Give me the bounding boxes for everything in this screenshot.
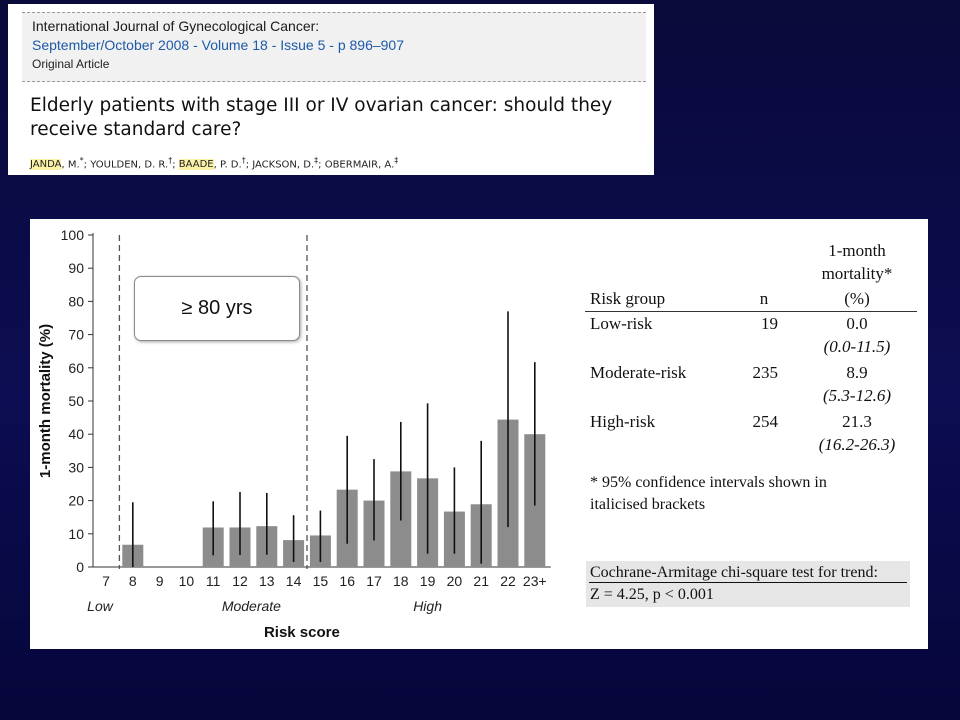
- x-tick-label: 21: [473, 573, 489, 589]
- row-moderate-ci: (5.3-12.6): [823, 386, 891, 405]
- x-tick-label: 12: [232, 573, 248, 589]
- trend-test-underline: [589, 582, 907, 583]
- x-tick-label: 15: [313, 573, 329, 589]
- row-high-group: High-risk: [590, 412, 656, 431]
- x-tick-label: 13: [259, 573, 275, 589]
- x-tick-label: 8: [129, 573, 137, 589]
- table-header-n: n: [759, 289, 769, 308]
- table-header-mortality-line1: 1-month: [828, 241, 886, 260]
- x-tick-label: 20: [447, 573, 463, 589]
- author-text: , P. D.: [213, 159, 242, 171]
- y-tick-label: 10: [68, 526, 84, 542]
- y-tick-label: 40: [68, 426, 84, 442]
- journal-info-box: International Journal of Gynecological C…: [22, 12, 646, 82]
- row-high-value: 21.3: [842, 412, 872, 431]
- article-title: Elderly patients with stage III or IV ov…: [30, 95, 613, 140]
- author-text: †: [168, 156, 173, 165]
- y-tick-label: 90: [68, 260, 84, 276]
- table-header-group: Risk group: [590, 289, 666, 308]
- age-callout: ≥ 80 yrs: [134, 276, 300, 341]
- x-tick-label: 23+: [523, 573, 547, 589]
- author-text: ;: [172, 159, 179, 171]
- table-header-mortality-line3: (%): [844, 289, 870, 308]
- row-low-ci: (0.0-11.5): [823, 337, 891, 356]
- group-label: High: [413, 598, 442, 614]
- trend-test-box: [586, 561, 910, 607]
- table-header-rule: [585, 311, 917, 312]
- article-header-panel: International Journal of Gynecological C…: [8, 4, 654, 175]
- x-tick-label: 11: [206, 573, 221, 589]
- footnote-line2: italicised brackets: [590, 496, 706, 513]
- footnote-line1: * 95% confidence intervals shown in: [590, 474, 827, 491]
- author-text: *: [79, 156, 84, 165]
- x-tick-label: 14: [286, 573, 302, 589]
- article-type: Original Article: [32, 57, 110, 71]
- trend-test-line1: Cochrane-Armitage chi-square test for tr…: [590, 564, 878, 581]
- x-tick-label: 17: [366, 573, 382, 589]
- table-header-mortality-line2: mortality*: [821, 264, 893, 283]
- author-text: ‡: [394, 156, 399, 165]
- x-axis-title: Risk score: [264, 624, 340, 641]
- y-tick-label: 100: [61, 227, 85, 243]
- author-text: ; OBERMAIR, A.: [318, 159, 395, 171]
- x-tick-label: 10: [179, 573, 195, 589]
- author-highlight: JANDA: [30, 159, 62, 171]
- x-tick-label: 19: [420, 573, 436, 589]
- group-label: Moderate: [222, 598, 281, 614]
- author-text: , M.: [61, 159, 80, 171]
- row-moderate-n: 235: [752, 363, 779, 382]
- author-text: ; JACKSON, D.: [245, 159, 315, 171]
- author-text: ‡: [314, 156, 319, 165]
- author-list: JANDA, M.*; YOULDEN, D. R.†; BAADE, P. D…: [30, 156, 399, 171]
- author-text: ; YOULDEN, D. R.: [83, 159, 169, 171]
- x-tick-label: 7: [102, 573, 110, 589]
- row-low-n: 19: [761, 314, 778, 333]
- author-highlight: BAADE: [178, 159, 214, 171]
- y-tick-label: 30: [68, 459, 84, 475]
- y-tick-label: 20: [68, 493, 84, 509]
- row-moderate-value: 8.9: [846, 363, 868, 382]
- mortality-chart: 0 10 20 30 40 50 60 70 80 90 100 7 8 9 10 11 12 13 14 15 16 1…: [37, 227, 551, 641]
- x-tick-label: 18: [393, 573, 409, 589]
- chart-panel: 0 10 20 30 40 50 60 70 80 90 100 7 8 9 10 11 12 13 14 15 16 1…: [30, 219, 928, 649]
- y-tick-label: 50: [68, 393, 84, 409]
- group-label: Low: [87, 598, 114, 614]
- author-text: †: [241, 156, 246, 165]
- y-axis-title: 1-month mortality (%): [37, 324, 54, 478]
- x-tick-label: 9: [156, 573, 164, 589]
- journal-issue-link[interactable]: September/October 2008 - Volume 18 - Iss…: [32, 37, 405, 53]
- journal-name: International Journal of Gynecological C…: [32, 18, 320, 34]
- row-low-value: 0.0: [846, 314, 868, 333]
- y-tick-label: 60: [68, 360, 84, 376]
- row-high-ci: (16.2-26.3): [818, 435, 896, 454]
- y-tick-label: 70: [68, 327, 84, 343]
- row-low-group: Low-risk: [590, 314, 653, 333]
- y-tick-label: 80: [68, 293, 84, 309]
- x-tick-label: 16: [339, 573, 355, 589]
- trend-test-line2: Z = 4.25, p < 0.001: [590, 586, 714, 603]
- x-tick-label: 22: [500, 573, 516, 589]
- row-moderate-group: Moderate-risk: [590, 363, 687, 382]
- y-tick-label: 0: [76, 559, 84, 575]
- row-high-n: 254: [752, 412, 779, 431]
